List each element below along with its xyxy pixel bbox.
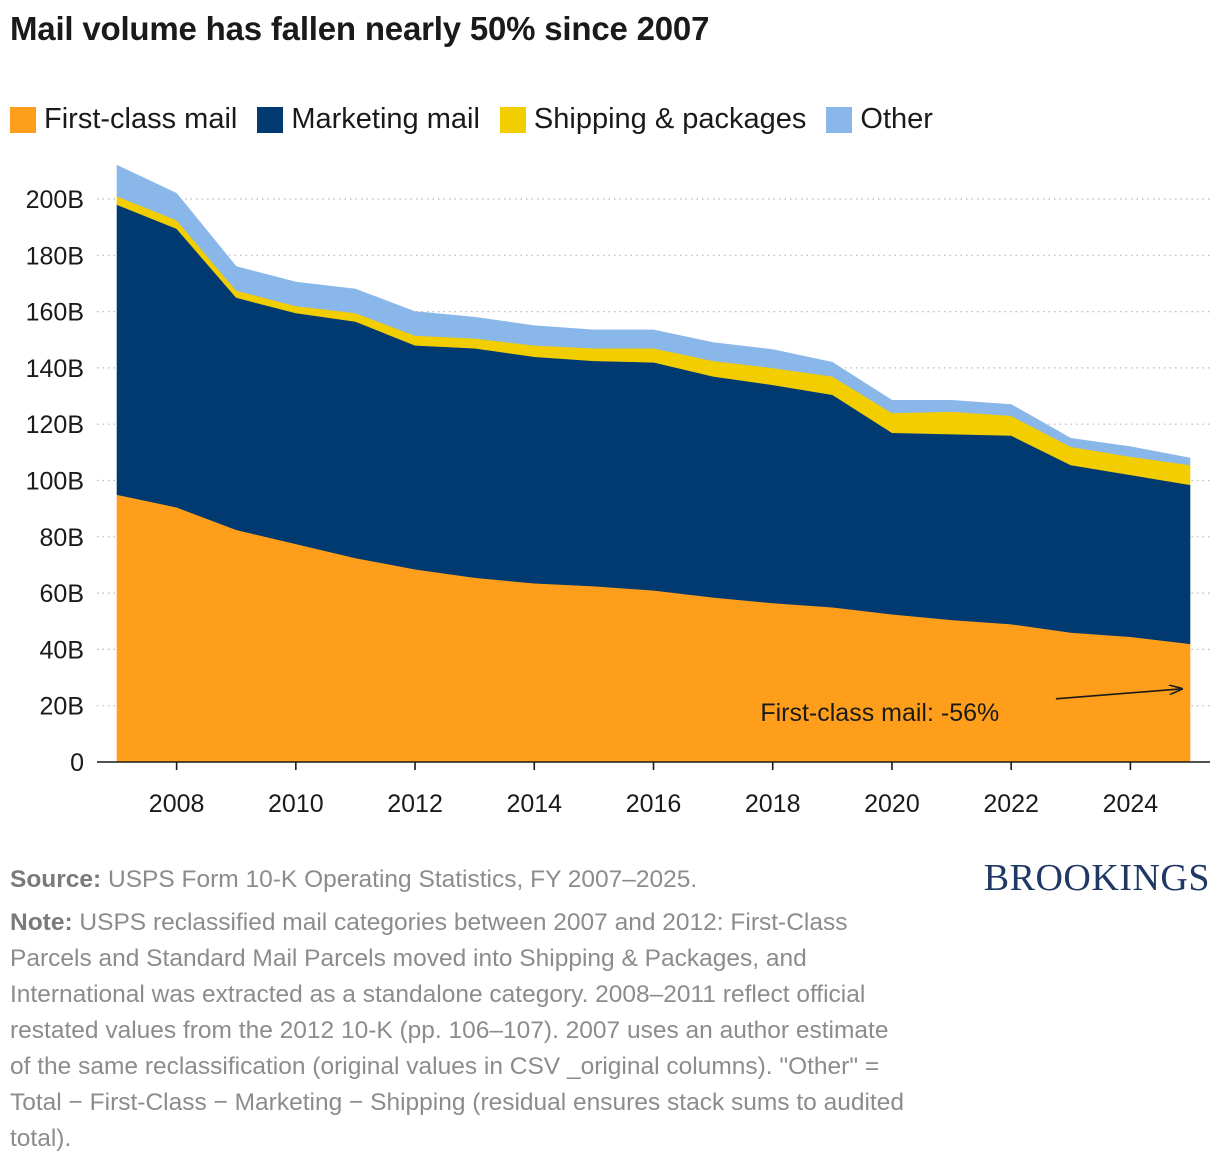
- stacked-area-chart: 0 20B 40B 60B 80B 100B 120B 140B 160B 180B 200B 200…: [26, 164, 1210, 818]
- annotation-first-class-change: First-class mail: -56%: [760, 699, 999, 727]
- x-tick-label-2018: 2018: [745, 790, 801, 818]
- legend: First-class mail Marketing mail Shipping…: [10, 103, 953, 136]
- note-label: Note:: [10, 909, 73, 936]
- x-tick-label-2020: 2020: [864, 790, 920, 818]
- source-line: Source: USPS Form 10-K Operating Statist…: [10, 862, 910, 898]
- y-tick-label-40: 40B: [40, 636, 84, 664]
- y-tick-label-120: 120B: [26, 411, 84, 439]
- legend-item-other: Other: [826, 103, 933, 136]
- legend-swatch-other: [826, 106, 853, 133]
- legend-label-marketing: Marketing mail: [291, 103, 480, 135]
- y-tick-label-100: 100B: [26, 468, 84, 496]
- legend-label-first-class: First-class mail: [44, 103, 238, 135]
- annotation: First-class mail: -56%: [760, 689, 1182, 727]
- annotation-arrow: [1055, 689, 1182, 700]
- chart-title: Mail volume has fallen nearly 50% since …: [10, 10, 710, 47]
- y-tick-label-60: 60B: [40, 580, 84, 608]
- legend-item-shipping: Shipping & packages: [499, 103, 807, 136]
- source-text: USPS Form 10-K Operating Statistics, FY …: [101, 866, 698, 893]
- x-tick-label-2010: 2010: [268, 790, 324, 818]
- source-label: Source:: [10, 866, 102, 893]
- y-tick-label-0: 0: [70, 749, 84, 777]
- footer: Source: USPS Form 10-K Operating Statist…: [10, 862, 910, 1157]
- note: Note: USPS reclassified mail categories …: [10, 905, 910, 1157]
- y-tick-label-180: 180B: [26, 242, 84, 270]
- legend-swatch-marketing: [257, 106, 284, 133]
- x-tick-label-2024: 2024: [1103, 790, 1159, 818]
- note-text: USPS reclassified mail categories betwee…: [10, 909, 904, 1152]
- y-tick-label-200: 200B: [26, 186, 84, 214]
- x-tick-label-2012: 2012: [387, 790, 443, 818]
- legend-swatch-first-class: [10, 106, 36, 133]
- x-tick-label-2016: 2016: [626, 790, 682, 818]
- y-tick-label-160: 160B: [26, 299, 84, 327]
- legend-label-other: Other: [860, 103, 933, 135]
- x-tick-label-2022: 2022: [983, 790, 1039, 818]
- x-tick-label-2008: 2008: [149, 790, 205, 818]
- axes: 0 20B 40B 60B 80B 100B 120B 140B 160B 180B 200B 200…: [26, 186, 1210, 818]
- x-tick-label-2014: 2014: [506, 790, 562, 818]
- legend-item-marketing: Marketing mail: [257, 103, 480, 136]
- legend-item-first-class: First-class mail: [10, 103, 237, 136]
- legend-swatch-shipping: [499, 106, 526, 133]
- brookings-logo: BROOKINGS: [983, 857, 1210, 899]
- area-other: [116, 164, 1191, 466]
- legend-label-shipping: Shipping & packages: [533, 103, 807, 135]
- y-tick-label-80: 80B: [40, 524, 84, 552]
- y-tick-label-20: 20B: [40, 693, 84, 721]
- y-tick-label-140: 140B: [26, 355, 84, 383]
